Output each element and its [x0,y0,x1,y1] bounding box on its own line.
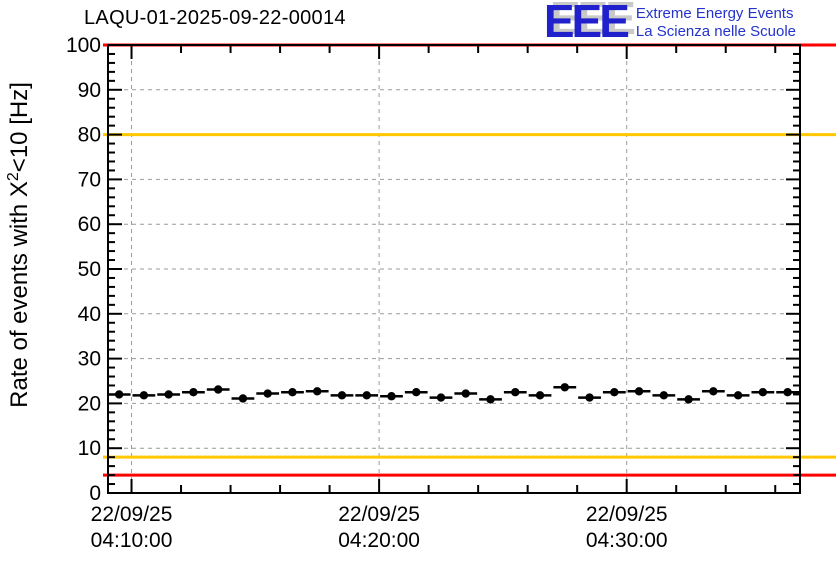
x-axis-time-label: 04:30:00 [586,529,668,552]
y-axis-tick-label: 40 [78,303,101,326]
eee-logo-acronym: EEE [543,0,630,47]
data-point [337,391,347,400]
data-point [238,394,248,403]
y-axis-tick-label: 50 [78,258,101,281]
grid-lines [108,45,800,493]
data-series-event-rate [107,383,799,404]
x-axis-date-label: 22/09/25 [91,503,173,526]
plot-title: LAQU-01-2025-09-22-00014 [84,7,346,29]
y-axis-tick-label: 70 [78,168,101,191]
axis-labels: 0 10 20 30 40 50 60 70 80 90 100 22/09/25 04:10:00 22… [66,34,668,552]
axis-ticks [108,44,800,494]
data-point [659,391,669,400]
data-point [412,388,421,397]
data-point [362,391,371,400]
data-point [114,390,124,399]
threshold-lines [103,43,836,477]
data-point [313,387,322,396]
data-point [535,391,545,400]
y-axis-tick-label: 90 [78,79,101,102]
y-axis-tick-label: 30 [78,348,101,371]
data-point [511,388,520,397]
data-point [436,393,446,402]
x-axis-time-label: 04:20:00 [338,529,420,552]
data-point [486,395,495,404]
data-point [189,388,198,397]
data-point [610,388,619,397]
y-axis-tick-label: 80 [78,124,101,147]
y-axis-tick-label: 20 [78,392,101,415]
data-point [709,387,718,396]
data-point [585,393,594,402]
y-axis-tick-label: 10 [78,437,101,460]
data-point [758,388,768,397]
data-point [213,385,223,394]
data-point [139,391,149,400]
eee-logo-line2: La Scienza nelle Scuole [635,23,796,40]
data-point [634,387,644,396]
data-point [288,388,297,397]
eee-logo-line1: Extreme Energy Events [635,5,794,22]
x-axis-time-label: 04:10:00 [91,529,173,552]
data-point [263,389,272,398]
x-axis-date-label: 22/09/25 [586,503,668,526]
y-axis-tick-label: 100 [66,34,101,57]
eee-logo: EEE Extreme Energy Events La Scienza nel… [543,0,796,47]
data-point [684,395,693,404]
data-point [164,390,173,399]
y-axis-tick-label: 60 [78,213,101,236]
y-axis-tick-label: 0 [89,482,101,505]
data-point [387,392,396,401]
data-point [560,383,569,392]
x-axis-date-label: 22/09/25 [338,503,420,526]
data-point [733,391,743,400]
y-axis-title: Rate of events with X2<10 [Hz] [5,82,33,408]
data-point [461,389,470,398]
data-point [783,388,792,397]
eee-logo-text: Extreme Energy Events La Scienza nelle S… [636,2,796,41]
